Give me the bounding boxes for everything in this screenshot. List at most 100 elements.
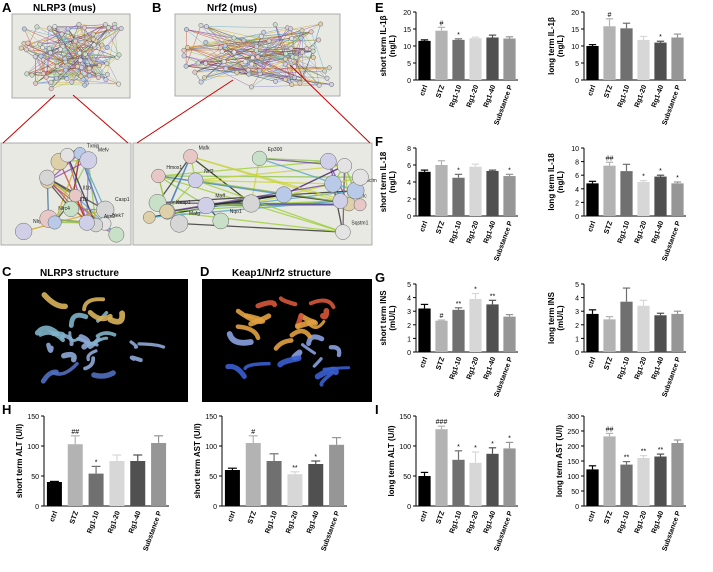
significance-mark: ** (624, 455, 630, 462)
x-tick-label: Rg1-40 (651, 220, 666, 244)
protein-ribbon (319, 370, 335, 387)
network-node (37, 41, 43, 47)
network-node (298, 35, 304, 41)
network-node (29, 72, 35, 78)
network-node (297, 80, 303, 86)
y-tick-label: 100 (205, 444, 217, 451)
network-edge (158, 175, 284, 196)
network-node (24, 71, 30, 77)
bar (266, 461, 282, 506)
network-edge (221, 51, 292, 85)
bar (654, 176, 667, 216)
significance-mark: ## (71, 429, 79, 436)
network-node (198, 79, 204, 85)
x-tick-label: Rg1-40 (483, 510, 498, 534)
network-node (203, 39, 209, 45)
network-node (91, 42, 97, 48)
bar (418, 308, 431, 352)
x-tick-label: STZ (435, 220, 446, 235)
y-tick-label: 200 (567, 444, 579, 451)
y-tick-label: 6 (575, 173, 579, 180)
y-tick-label: 3 (575, 309, 579, 316)
x-tick-label: Rg1-20 (634, 220, 649, 244)
y-tick-label: 0 (575, 350, 579, 357)
network-node (40, 71, 46, 77)
network-edge (54, 153, 81, 223)
network-edge (84, 27, 99, 76)
network-edge (206, 26, 226, 47)
x-tick-label: Substance P (493, 510, 514, 552)
y-tick-label: 0 (575, 214, 579, 221)
y-tick-label: 5 (407, 282, 411, 289)
panel-label-i: I (375, 402, 379, 417)
y-axis-label: short term ALT (U/l) (15, 424, 24, 499)
bar (435, 30, 448, 80)
network-node (63, 67, 69, 73)
x-tick-label: STZ (69, 510, 80, 525)
y-axis-label: short term INS(mU/L) (379, 290, 397, 346)
y-tick-label: 3 (407, 309, 411, 316)
network-edge (248, 57, 297, 71)
network-node (275, 186, 293, 204)
protein-ribbon (278, 296, 298, 307)
network-edge (260, 70, 325, 74)
x-tick-label: Substance P (493, 84, 514, 126)
y-axis-label: short term IL-1β(ng/L) (379, 15, 397, 76)
x-tick-label: Substance P (661, 220, 682, 262)
network-node (266, 38, 272, 44)
network-edge (291, 38, 295, 67)
protein-ribbon (225, 363, 247, 379)
significance-mark: * (474, 287, 477, 294)
network-edge (35, 48, 50, 84)
protein-ribbon (320, 307, 330, 320)
zoom-connector-line (2, 94, 56, 144)
network-node (310, 54, 316, 60)
x-tick-label: Substance P (321, 510, 342, 552)
network-edge (40, 56, 44, 74)
protein-ribbon (328, 345, 342, 358)
network-node (25, 40, 31, 46)
network-node (77, 50, 83, 56)
network-edge (292, 38, 302, 57)
network-edge (66, 78, 119, 85)
bar (620, 464, 633, 506)
network-edge (35, 28, 122, 84)
network-node (104, 44, 110, 50)
network-edge (291, 84, 320, 86)
network-node (335, 224, 351, 240)
network-node (151, 168, 166, 184)
network-edge (23, 43, 99, 78)
network-node (77, 57, 83, 63)
network-node (54, 63, 60, 69)
bar (486, 170, 499, 216)
y-tick-label: 100 (567, 474, 579, 481)
network-node (23, 47, 29, 53)
protein-ribbon (86, 336, 109, 347)
y-tick-label: 0 (407, 350, 411, 357)
protein-ribbon (34, 325, 60, 337)
significance-mark: * (474, 445, 477, 452)
network-edge (183, 55, 199, 64)
network-node (318, 21, 324, 27)
bar (88, 473, 104, 506)
network-node (104, 71, 110, 77)
significance-mark: ** (658, 447, 664, 454)
network-node (250, 55, 256, 61)
bar (418, 171, 431, 216)
network-node (103, 77, 109, 82)
bar (654, 456, 667, 506)
network-node (217, 45, 223, 51)
network-edge (225, 68, 332, 85)
network-node (105, 25, 111, 31)
protein-ribbon (235, 324, 261, 341)
panel-label-b: B (152, 0, 162, 15)
x-tick-label: Substance P (661, 510, 682, 552)
network-node (62, 200, 80, 217)
significance-mark: ** (456, 301, 462, 308)
network-node (282, 61, 288, 67)
protein-ribbon (87, 309, 113, 322)
protein-ribbon (82, 297, 106, 312)
protein-ribbon (300, 343, 317, 355)
